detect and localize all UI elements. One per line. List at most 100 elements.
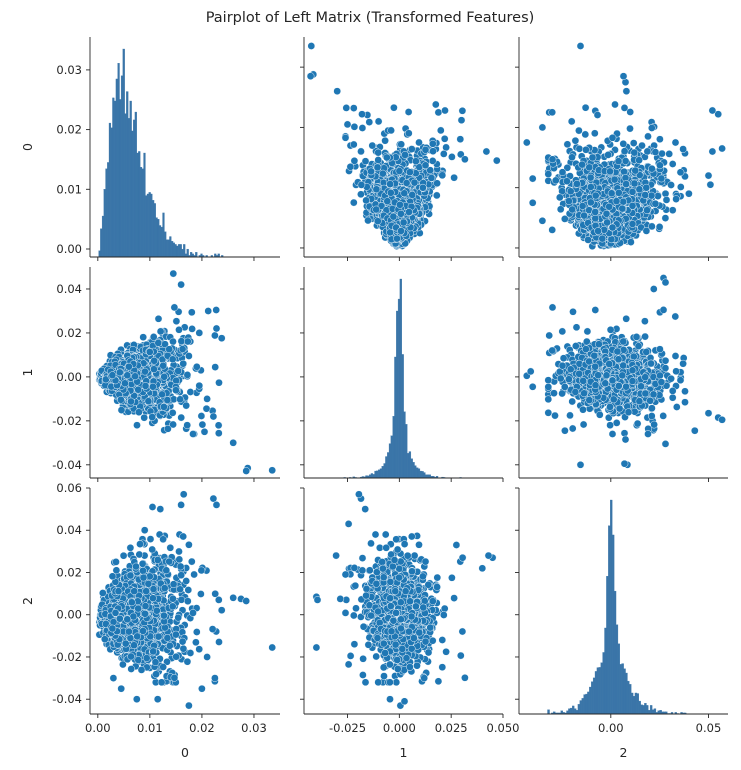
scatter-point — [626, 124, 634, 133]
scatter-point — [556, 205, 565, 214]
pairplot-panels: 0.000.010.020.03-0.04-0.020.000.020.040.… — [20, 37, 728, 760]
scatter-point — [361, 157, 370, 166]
outlier-point — [436, 126, 445, 135]
scatter-point — [383, 197, 392, 206]
outlier-point — [307, 42, 316, 50]
scatter-point — [578, 160, 586, 169]
scatter-point — [374, 156, 383, 164]
scatter-panel-0-1 — [306, 42, 501, 251]
scatter-point — [386, 188, 395, 197]
scatter-point — [407, 145, 416, 153]
scatter-point — [671, 138, 680, 147]
scatter-point — [397, 209, 405, 218]
scatter-point — [450, 173, 458, 182]
scatter-point — [551, 176, 560, 185]
scatter-point — [379, 169, 387, 178]
scatter-point — [643, 147, 652, 156]
outlier-point — [457, 116, 466, 125]
scatter-point — [676, 183, 685, 191]
scatter-point — [373, 163, 382, 172]
scatter-point — [349, 198, 358, 207]
scatter-point — [429, 147, 437, 156]
scatter-point — [396, 200, 404, 209]
scatter-point — [404, 129, 413, 138]
scatter-point — [575, 126, 583, 135]
scatter-point — [442, 143, 450, 152]
scatter-point — [406, 168, 414, 177]
scatter-point — [647, 124, 656, 132]
scatter-point — [654, 192, 662, 200]
scatter-point — [397, 140, 406, 149]
y-tick-label: 0.02 — [56, 123, 82, 137]
scatter-point — [427, 174, 436, 182]
scatter-point — [644, 132, 652, 141]
scatter-point — [358, 124, 367, 132]
scatter-point — [620, 167, 628, 176]
y-tick-label: 0.01 — [56, 182, 82, 196]
scatter-point — [401, 151, 409, 159]
scatter-point — [668, 160, 677, 168]
outlier-point — [441, 106, 449, 115]
outlier-point — [343, 120, 352, 129]
scatter-point — [629, 139, 638, 147]
scatter-point — [440, 134, 449, 143]
scatter-point — [368, 141, 377, 150]
scatter-point — [428, 157, 437, 165]
scatter-point — [434, 108, 443, 117]
scatter-point — [658, 149, 666, 158]
scatter-point — [611, 100, 619, 109]
scatter-point — [400, 189, 409, 198]
outlier-point — [358, 110, 366, 119]
outlier-point — [374, 117, 383, 126]
outlier-point — [349, 104, 358, 112]
scatter-point — [395, 167, 404, 175]
outlier-point — [306, 72, 315, 81]
scatter-point — [643, 206, 651, 215]
scatter-point — [651, 148, 660, 156]
scatter-point — [419, 183, 427, 192]
scatter-point — [390, 103, 398, 112]
scatter-point — [402, 179, 411, 187]
scatter-point — [608, 133, 617, 142]
scatter-point — [372, 185, 381, 194]
scatter-point — [373, 217, 382, 226]
scatter-point — [647, 191, 656, 200]
scatter-point — [668, 206, 677, 215]
scatter-point — [620, 104, 629, 112]
scatter-panel-0-2 — [522, 42, 726, 251]
scatter-point — [342, 104, 351, 112]
scatter-point — [630, 148, 639, 157]
scatter-point — [367, 167, 375, 176]
scatter-point — [439, 150, 448, 158]
scatter-point — [372, 205, 381, 214]
scatter-point — [590, 129, 599, 138]
scatter-point — [412, 157, 420, 166]
scatter-point — [438, 171, 447, 180]
scatter-point — [408, 191, 417, 199]
outlier-point — [387, 126, 395, 135]
scatter-point — [581, 130, 590, 139]
scatter-point — [382, 153, 391, 162]
scatter-point — [386, 180, 394, 188]
scatter-point — [458, 106, 467, 115]
histogram-bar — [217, 253, 220, 258]
y-tick-label: 0.03 — [56, 63, 82, 77]
scatter-point — [421, 161, 430, 170]
scatter-point — [350, 122, 359, 131]
scatter-point — [357, 181, 366, 189]
scatter-point — [415, 138, 423, 147]
scatter-point — [428, 139, 437, 148]
y-tick-label: 0.00 — [56, 242, 82, 256]
scatter-point — [421, 145, 430, 154]
scatter-point — [386, 228, 395, 237]
scatter-point — [568, 153, 576, 162]
scatter-point — [357, 190, 365, 199]
scatter-point — [448, 153, 456, 161]
histogram-bar — [195, 252, 198, 258]
scatter-point — [357, 147, 365, 156]
outlier-point — [333, 87, 342, 96]
scatter-point — [432, 191, 441, 200]
outlier-point — [482, 147, 491, 156]
scatter-point — [381, 136, 389, 145]
